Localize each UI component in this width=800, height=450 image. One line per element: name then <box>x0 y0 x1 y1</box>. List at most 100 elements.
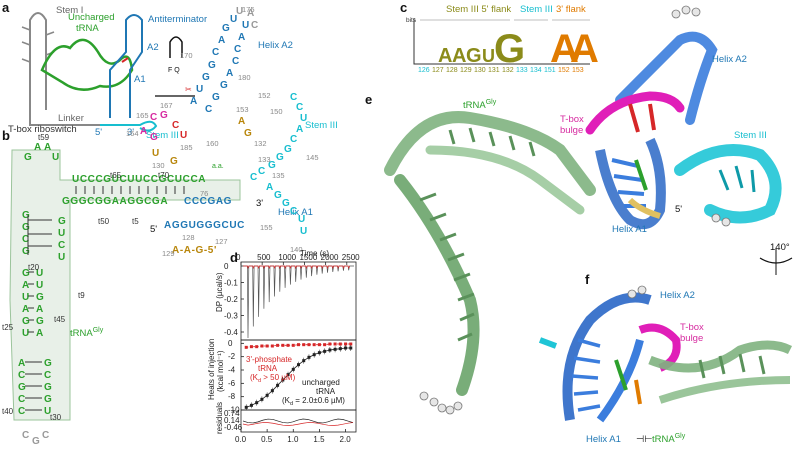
logo-positions: 126 127 128 129 130 131 132 133 134 151 … <box>418 67 584 74</box>
svg-text:165: 165 <box>136 111 149 120</box>
svg-text:185: 185 <box>180 143 193 152</box>
svg-text:129: 129 <box>162 249 175 258</box>
helix-a2-label-e: Helix A2 <box>712 54 747 65</box>
stem3-schematic <box>100 120 158 132</box>
svg-text:175: 175 <box>242 5 255 14</box>
a1-seq: AGGUGGGCUC <box>164 220 245 231</box>
tbox-label: T-box riboswitch <box>8 124 77 135</box>
aa-label: a.a. <box>212 163 224 170</box>
svg-text:t59: t59 <box>38 133 50 142</box>
svg-text:160: 160 <box>206 139 219 148</box>
svg-text:t65: t65 <box>110 171 122 180</box>
phosphate-point <box>265 344 269 348</box>
panel-label-a: a <box>2 0 10 15</box>
logo-header-3flank: 3' flank <box>556 4 586 15</box>
three-prime-b1: 3' <box>256 198 263 209</box>
residuals-frame <box>240 409 357 433</box>
svg-text:A: A <box>550 27 579 71</box>
tbox-bulge-label-f: T-box bulge <box>680 322 704 344</box>
svg-text:✂: ✂ <box>185 85 192 94</box>
svg-text:76: 76 <box>200 189 208 198</box>
time-tick-label: 1000 <box>278 253 296 262</box>
residual-uncharged <box>242 418 354 424</box>
dp-ticks: 0 -0.1 -0.2 -0.3 -0.4 <box>224 262 244 337</box>
trna-label-f: tRNAGly <box>652 433 686 445</box>
stem1-hairpin <box>29 12 47 110</box>
panel-c-sequence-logo: bits Stem III 5' flank Stem III 3' flank… <box>406 4 599 74</box>
molar-tick-label: 0.0 <box>235 435 247 444</box>
trna-schematic <box>40 38 134 91</box>
svg-text:G: G <box>494 27 525 71</box>
time-ticks: 0 500 1000 1500 2000 2500 <box>236 253 360 265</box>
heats-tick-label: -8 <box>228 392 236 401</box>
uncharged-trna-label: Uncharged tRNA <box>68 12 114 34</box>
thermogram-line <box>243 265 354 339</box>
svg-text:128: 128 <box>182 233 195 242</box>
phosphate-fit <box>246 343 351 348</box>
residual-phosphate <box>242 422 354 426</box>
panel-label-b: b <box>2 128 10 143</box>
svg-text:t45: t45 <box>54 315 66 324</box>
dp-tick-label: -0.4 <box>224 328 238 337</box>
panel-e-3d-structure: tRNAGly Helix A2 T-box bulge Helix A1 5' … <box>384 5 793 415</box>
svg-text:UAC: UAC <box>236 6 258 31</box>
helix-a1-label-b: Helix A1 <box>278 207 313 218</box>
heats-tick-label: -10 <box>228 406 240 415</box>
heats-tick-label: -6 <box>228 379 236 388</box>
linker-label: Linker <box>58 113 84 124</box>
stem3-seq: GGGCAUCC <box>268 92 307 171</box>
molar-ratio-ticks: 0.0 0.5 1.0 1.5 2.0 <box>235 429 351 444</box>
phosphate-point <box>297 343 300 347</box>
svg-text:t20: t20 <box>28 263 40 272</box>
helix-a1-label-f: Helix A1 <box>586 434 621 445</box>
rotation-label: 140° <box>770 242 790 253</box>
legend-phosphate: 3'-phosphate tRNA (Kd > 50 µM) <box>246 355 296 384</box>
molar-tick-label: 2.0 <box>340 435 352 444</box>
molar-tick-label: 1.5 <box>313 435 325 444</box>
top-row-seq: UCCCGUCUUCCGCUCCA <box>72 174 206 185</box>
bottom-seq: A-A-G-5' <box>172 245 217 256</box>
svg-text:152: 152 <box>258 91 271 100</box>
residuals-tick-label: -0.46 <box>224 423 243 432</box>
phosphate-point <box>317 343 321 347</box>
stem3-label-b: Stem III <box>305 120 338 131</box>
svg-text:t70: t70 <box>158 171 170 180</box>
svg-text:129: 129 <box>460 67 472 74</box>
panel-a-schematic: Stem I Uncharged tRNA Antiterminator A2 A… <box>8 5 207 141</box>
stem3-label-a: Stem III <box>146 130 179 141</box>
helix-a2-label-b: Helix A2 <box>258 40 293 51</box>
dp-axis-label: DP (µcal/s) <box>215 272 224 312</box>
svg-text:170: 170 <box>180 51 193 60</box>
svg-text:153: 153 <box>236 105 249 114</box>
svg-text:A: A <box>570 27 599 71</box>
svg-text:155: 155 <box>260 223 273 232</box>
svg-text:164: 164 <box>126 129 139 138</box>
residuals-lines <box>242 418 354 426</box>
disordered-loop <box>419 391 463 415</box>
a1-top-seq: CCCGAG <box>184 196 232 207</box>
logo-header-stem3-5flank: Stem III 5' flank <box>446 4 511 15</box>
phosphate-point <box>338 342 342 346</box>
svg-text:t5: t5 <box>132 217 139 226</box>
residuals-tick-label: 0.14 <box>224 416 240 425</box>
phosphate-point <box>328 342 332 346</box>
three-prime-label-a: 3' <box>127 127 134 138</box>
svg-text:CGC: CGC <box>22 430 49 447</box>
phosphate-point <box>307 343 311 347</box>
svg-text:t9: t9 <box>78 291 85 300</box>
svg-text:134: 134 <box>530 67 542 74</box>
svg-text:132: 132 <box>254 139 267 148</box>
panel-label-f: f <box>585 272 590 287</box>
isotherm-points <box>244 342 353 411</box>
svg-text:152: 152 <box>558 67 570 74</box>
uncharged-fit <box>246 347 351 408</box>
svg-text:t30: t30 <box>50 413 62 422</box>
heats-ticks: 0 -2 -4 -6 -8 -10 <box>228 339 244 415</box>
residuals-axis-label: residuals <box>215 402 224 434</box>
stem1-label: Stem I <box>56 5 83 16</box>
legend-uncharged: uncharged tRNA (Kd = 2.0±0.6 µM) <box>282 378 345 407</box>
svg-text:135: 135 <box>272 171 285 180</box>
svg-text:133: 133 <box>258 155 271 164</box>
trna-position-numbers: t59 t65 t70 t50 t5 t20 t9 t45 t25 t40 t3… <box>2 133 170 422</box>
